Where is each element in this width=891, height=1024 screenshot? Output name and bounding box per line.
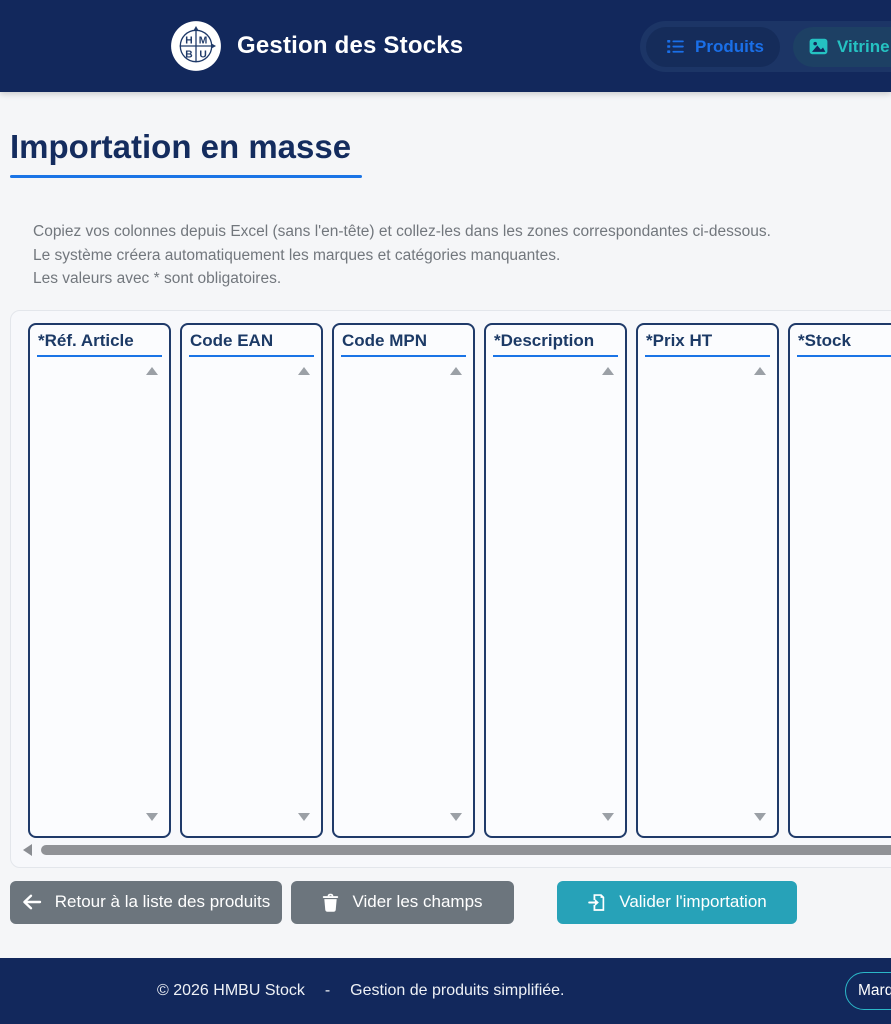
column-header: Code EAN	[190, 330, 274, 350]
logo-letter-h: H	[185, 35, 192, 46]
title-underline	[10, 175, 362, 178]
column-paste-area-description[interactable]	[493, 362, 618, 828]
hmbu-logo-icon: H M B U	[171, 21, 221, 71]
instruction-line: Copiez vos colonnes depuis Excel (sans l…	[33, 223, 771, 240]
instruction-line: Le système créera automatiquement les ma…	[33, 246, 561, 264]
import-column-code-mpn: Code MPN	[332, 322, 475, 838]
nav-item-label: Produits	[695, 36, 764, 56]
column-paste-area-code-mpn[interactable]	[341, 362, 466, 828]
back-to-products-button[interactable]: Retour à la liste des produits	[10, 880, 282, 924]
back-button-label: Retour à la liste des produits	[54, 892, 271, 911]
top-navbar: H M B U Gestion des Stocks Produits	[0, 0, 891, 92]
scroll-up-icon[interactable]	[602, 366, 614, 375]
import-file-icon	[588, 893, 605, 911]
footer-tagline: Gestion de produits simplifiée.	[350, 982, 565, 999]
footer-separator: -	[324, 982, 331, 999]
logo-letter-m: M	[199, 35, 208, 46]
scroll-down-icon[interactable]	[298, 812, 310, 821]
horizontal-scrollbar[interactable]	[13, 843, 891, 856]
import-column-ref-article: *Réf. Article	[28, 322, 171, 838]
scrollbar-thumb[interactable]	[41, 844, 891, 855]
column-paste-area-prix-ht[interactable]	[645, 362, 770, 828]
list-icon	[667, 39, 684, 54]
main-content: Importation en masse Copiez vos colonnes…	[0, 128, 891, 924]
import-columns-card: *Réf. Article Code EAN Code MPN	[10, 309, 891, 868]
import-column-description: *Description	[484, 322, 627, 838]
image-icon	[809, 38, 828, 55]
submit-button-label: Valider l'importation	[619, 892, 767, 911]
column-header: Code MPN	[342, 330, 427, 350]
scroll-down-icon[interactable]	[754, 812, 766, 821]
import-instructions: Copiez vos colonnes depuis Excel (sans l…	[33, 220, 891, 291]
app-title: Gestion des Stocks	[237, 32, 464, 59]
scroll-down-icon[interactable]	[450, 812, 462, 821]
column-paste-area-ref-article[interactable]	[37, 362, 162, 828]
column-header-underline	[493, 354, 618, 357]
instruction-line: Les valeurs avec * sont obligatoires.	[33, 270, 282, 287]
footer-text: © 2026 HMBU Stock - Gestion de produits …	[157, 982, 565, 1000]
import-column-prix-ht: *Prix HT	[636, 322, 779, 838]
column-paste-area-code-ean[interactable]	[189, 362, 314, 828]
actions-row: Retour à la liste des produits Vider les…	[10, 880, 891, 924]
footer-copyright: © 2026 HMBU Stock	[157, 982, 305, 999]
columns-row: *Réf. Article Code EAN Code MPN	[28, 322, 891, 838]
main-nav: Produits Vitrine	[640, 21, 891, 72]
nav-item-label: Vitrine	[837, 36, 890, 56]
nav-item-produits[interactable]: Produits	[646, 26, 780, 67]
clear-fields-button[interactable]: Vider les champs	[291, 880, 514, 924]
footer: © 2026 HMBU Stock - Gestion de produits …	[0, 958, 891, 1024]
nav-item-vitrine[interactable]: Vitrine	[793, 26, 891, 67]
submit-import-button[interactable]: Valider l'importation	[557, 880, 797, 924]
column-header: *Réf. Article	[38, 330, 134, 350]
page-title: Importation en masse	[10, 128, 352, 165]
scroll-left-icon[interactable]	[23, 843, 32, 856]
column-paste-area-stock[interactable]	[797, 362, 891, 828]
scroll-up-icon[interactable]	[146, 366, 158, 375]
brand-group: H M B U Gestion des Stocks	[170, 20, 463, 72]
clear-button-label: Vider les champs	[352, 892, 483, 911]
column-header: *Description	[494, 330, 595, 350]
scroll-down-icon[interactable]	[602, 812, 614, 821]
logo-letter-u: U	[199, 49, 206, 60]
scroll-up-icon[interactable]	[298, 366, 310, 375]
column-header-underline	[797, 354, 891, 357]
arrow-left-icon	[22, 894, 41, 910]
column-header-underline	[189, 354, 314, 357]
import-column-code-ean: Code EAN	[180, 322, 323, 838]
column-header: *Stock	[798, 330, 851, 350]
column-header-underline	[37, 354, 162, 357]
scroll-up-icon[interactable]	[450, 366, 462, 375]
import-column-stock: *Stock	[788, 322, 891, 838]
column-header: *Prix HT	[646, 330, 713, 350]
scroll-down-icon[interactable]	[146, 812, 158, 821]
footer-button-marques[interactable]: Marques	[845, 972, 891, 1010]
trash-icon	[323, 893, 339, 912]
logo-letter-b: B	[185, 49, 192, 60]
column-header-underline	[645, 354, 770, 357]
column-header-underline	[341, 354, 466, 357]
scroll-up-icon[interactable]	[754, 366, 766, 375]
